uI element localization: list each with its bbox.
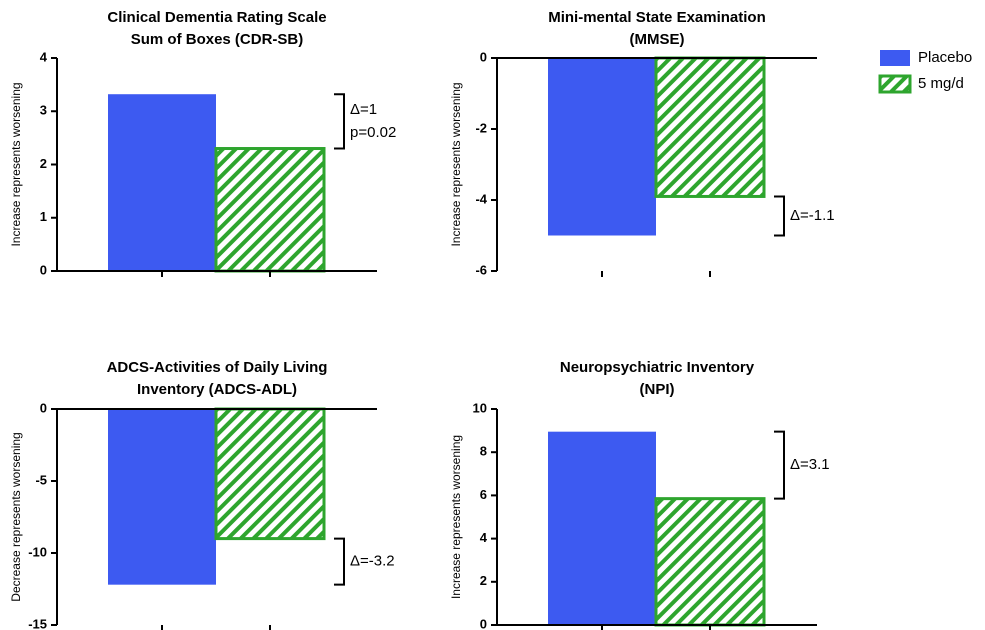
y-tick-label: 6 xyxy=(480,487,487,502)
y-tick-label: -6 xyxy=(475,262,487,277)
chart-title: (MMSE) xyxy=(630,31,685,48)
bar xyxy=(548,431,656,625)
bar xyxy=(214,147,326,273)
legend-label: 5 mg/d xyxy=(918,75,964,92)
annotation: Δ=1 xyxy=(350,101,377,118)
y-axis-label: Increase represents worsening xyxy=(449,435,463,599)
chart-title: Mini-mental State Examination xyxy=(548,9,766,26)
annotation: Δ=-1.1 xyxy=(790,207,835,224)
y-tick-label: -4 xyxy=(475,191,487,206)
y-tick-label: -2 xyxy=(475,120,487,135)
y-tick-label: 0 xyxy=(40,262,47,277)
bracket xyxy=(334,537,345,586)
y-tick-label: 8 xyxy=(480,444,487,459)
chart-title: Inventory (ADCS-ADL) xyxy=(137,381,297,398)
y-tick-label: 1 xyxy=(40,209,47,224)
y-tick-label: -15 xyxy=(28,616,47,630)
y-tick-label: 0 xyxy=(480,49,487,64)
y-tick-label: 4 xyxy=(40,49,48,64)
y-tick-label: 2 xyxy=(480,573,487,588)
chart-title: Sum of Boxes (CDR-SB) xyxy=(131,31,304,48)
y-axis-label: Increase represents worsening xyxy=(9,82,23,246)
annotation: Δ=3.1 xyxy=(790,456,830,473)
bar xyxy=(214,407,326,541)
bracket xyxy=(774,430,785,500)
y-axis-label: Decrease represents worsening xyxy=(9,432,23,601)
y-axis-label: Increase represents worsening xyxy=(449,82,463,246)
y-tick-label: -5 xyxy=(35,472,47,487)
bar xyxy=(654,56,766,198)
bar xyxy=(654,497,766,627)
chart-title: (NPI) xyxy=(640,381,675,398)
annotation: Δ=-3.2 xyxy=(350,553,395,570)
annotation: p=0.02 xyxy=(350,124,396,141)
bracket xyxy=(334,93,345,150)
y-tick-label: 3 xyxy=(40,103,47,118)
y-tick-label: 0 xyxy=(480,616,487,630)
bar xyxy=(548,58,656,236)
chart-title: ADCS-Activities of Daily Living xyxy=(107,359,328,376)
legend-label: Placebo xyxy=(918,49,972,66)
y-tick-label: 2 xyxy=(40,156,47,171)
legend-swatch xyxy=(880,50,910,66)
chart-title: Clinical Dementia Rating Scale xyxy=(107,9,326,26)
bracket xyxy=(774,195,785,237)
y-tick-label: 10 xyxy=(473,400,487,415)
bar xyxy=(108,94,216,272)
y-tick-label: -10 xyxy=(28,544,47,559)
chart-title: Neuropsychiatric Inventory xyxy=(560,359,755,376)
y-tick-label: 0 xyxy=(40,400,47,415)
bar xyxy=(108,409,216,585)
legend-swatch xyxy=(878,74,912,94)
y-tick-label: 4 xyxy=(480,530,488,545)
